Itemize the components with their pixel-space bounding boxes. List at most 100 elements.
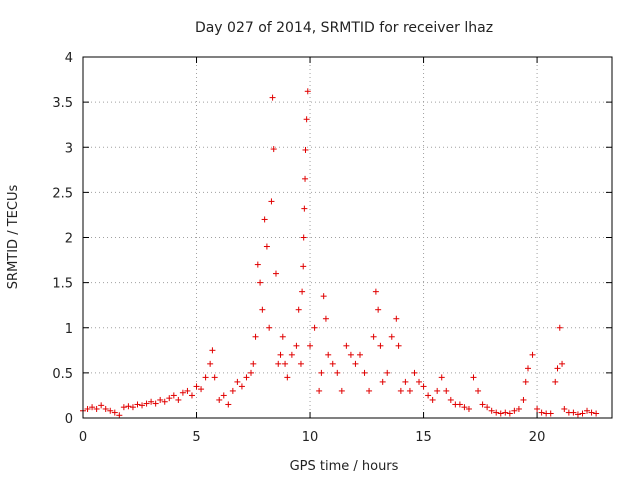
- data-point: [282, 360, 289, 367]
- data-point: [338, 387, 345, 394]
- data-point: [502, 409, 509, 416]
- data-point: [259, 306, 266, 313]
- data-point: [556, 324, 563, 331]
- data-point: [301, 205, 308, 212]
- data-point: [559, 360, 566, 367]
- data-point: [193, 383, 200, 390]
- data-point: [393, 315, 400, 322]
- data-point: [429, 396, 436, 403]
- data-point: [269, 94, 276, 101]
- data-point: [299, 288, 306, 295]
- data-point: [270, 146, 277, 153]
- data-point: [554, 365, 561, 372]
- data-point: [243, 374, 250, 381]
- data-point: [284, 374, 291, 381]
- y-tick-label: 3: [65, 141, 73, 156]
- data-point: [493, 409, 500, 416]
- data-point: [479, 401, 486, 408]
- data-point: [438, 374, 445, 381]
- data-point: [157, 396, 164, 403]
- data-point: [120, 404, 127, 411]
- data-point: [318, 369, 325, 376]
- data-point: [574, 411, 581, 418]
- data-point: [143, 400, 150, 407]
- data-point: [497, 410, 504, 417]
- data-point: [538, 409, 545, 416]
- data-point: [416, 378, 423, 385]
- y-axis-label: SRMTID / TECUs: [6, 185, 21, 290]
- data-point: [152, 400, 159, 407]
- data-point: [248, 369, 255, 376]
- data-point: [488, 407, 495, 414]
- data-point: [302, 175, 309, 182]
- data-point: [397, 387, 404, 394]
- data-point: [384, 369, 391, 376]
- chart-title: Day 027 of 2014, SRMTID for receiver lha…: [195, 20, 493, 36]
- data-point: [84, 405, 91, 412]
- data-point: [175, 396, 182, 403]
- data-point: [148, 398, 155, 405]
- data-point: [89, 404, 96, 411]
- data-point: [238, 383, 245, 390]
- data-point: [352, 360, 359, 367]
- data-point: [225, 401, 232, 408]
- data-point: [129, 404, 136, 411]
- data-point: [456, 401, 463, 408]
- data-point: [107, 407, 114, 414]
- data-point: [288, 351, 295, 358]
- data-point: [372, 288, 379, 295]
- x-tick-label: 0: [79, 430, 87, 445]
- data-point: [534, 405, 541, 412]
- data-point: [220, 392, 227, 399]
- data-point: [343, 342, 350, 349]
- data-point: [134, 401, 141, 408]
- data-point: [443, 387, 450, 394]
- data-point: [579, 410, 586, 417]
- data-point: [252, 333, 259, 340]
- data-point: [434, 387, 441, 394]
- data-point: [475, 387, 482, 394]
- x-tick-label: 20: [529, 430, 546, 445]
- data-point: [304, 88, 311, 95]
- y-tick-label: 2: [65, 232, 73, 247]
- data-point: [547, 410, 554, 417]
- y-tick-label: 0: [65, 412, 73, 427]
- data-point: [375, 306, 382, 313]
- data-point: [216, 396, 223, 403]
- data-point: [211, 374, 218, 381]
- data-point: [593, 410, 600, 417]
- data-point: [322, 315, 329, 322]
- data-point: [198, 386, 205, 393]
- data-point: [303, 116, 310, 123]
- data-point: [102, 405, 109, 412]
- data-point: [522, 378, 529, 385]
- data-point: [300, 234, 307, 241]
- y-tick-label: 4: [65, 51, 73, 66]
- data-point: [170, 392, 177, 399]
- data-point: [356, 351, 363, 358]
- data-point: [179, 389, 186, 396]
- plot-frame: [82, 56, 613, 419]
- data-point: [268, 198, 275, 205]
- y-tick-label: 1.5: [52, 277, 73, 292]
- data-point: [425, 392, 432, 399]
- data-point: [275, 360, 282, 367]
- data-point: [139, 402, 146, 409]
- data-point: [484, 404, 491, 411]
- x-tick-label: 15: [415, 430, 432, 445]
- data-point: [470, 374, 477, 381]
- data-point: [520, 396, 527, 403]
- y-tick-label: 2.5: [52, 186, 73, 201]
- data-point: [529, 351, 536, 358]
- axis-ticks: 0 0.5 1 1.5 2 2.5 3 3.5 4 0 5 10 15 20: [52, 51, 612, 445]
- data-point: [370, 333, 377, 340]
- data-point: [311, 324, 318, 331]
- data-point: [524, 365, 531, 372]
- data-point: [465, 405, 472, 412]
- data-point: [261, 216, 268, 223]
- data-point: [561, 405, 568, 412]
- y-tick-label: 0.5: [52, 367, 73, 382]
- data-point: [325, 351, 332, 358]
- data-point: [588, 409, 595, 416]
